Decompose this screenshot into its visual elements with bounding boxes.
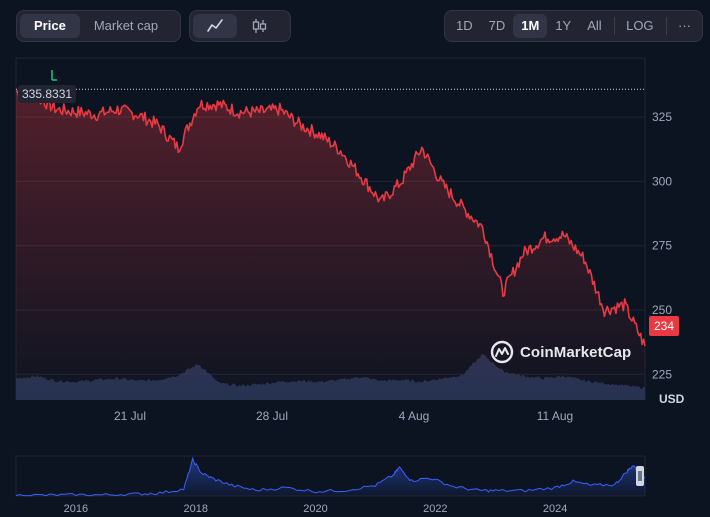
y-tick-label: 300 bbox=[652, 174, 672, 188]
tab-price[interactable]: Price bbox=[20, 14, 80, 38]
timeframe-1d[interactable]: 1D bbox=[456, 18, 473, 33]
y-tick-label: 275 bbox=[652, 239, 672, 253]
timeframe-switcher: 1D 7D 1M 1Y All LOG ··· bbox=[444, 10, 703, 42]
more-options-button[interactable]: ··· bbox=[677, 18, 691, 33]
y-tick-label: 325 bbox=[652, 110, 672, 124]
reference-price-label: 335.8331 bbox=[18, 85, 77, 103]
x-tick-label: 21 Jul bbox=[114, 409, 146, 423]
price-line bbox=[15, 88, 646, 347]
coinmarketcap-logo-icon bbox=[490, 340, 514, 364]
overview-tick-label: 2018 bbox=[183, 503, 207, 515]
metric-switcher: Price Market cap bbox=[16, 10, 181, 42]
watermark-text: CoinMarketCap bbox=[520, 343, 632, 361]
candlestick-icon bbox=[252, 19, 267, 33]
overview-tick-label: 2022 bbox=[423, 503, 447, 515]
overview-tick-label: 2024 bbox=[543, 503, 567, 515]
currency-label: USD bbox=[659, 392, 685, 406]
timeframe-7d[interactable]: 7D bbox=[488, 18, 506, 33]
overview-line bbox=[15, 456, 646, 497]
chart-type-switcher bbox=[189, 10, 291, 42]
log-scale-toggle[interactable]: LOG bbox=[626, 18, 654, 33]
line-chart-icon bbox=[207, 19, 223, 32]
timeframe-1m[interactable]: 1M bbox=[513, 14, 548, 38]
x-tick-label: 28 Jul bbox=[256, 409, 288, 423]
overview-tick-label: 2016 bbox=[64, 503, 88, 515]
price-area-fill bbox=[16, 89, 645, 400]
tab-market-cap[interactable]: Market cap bbox=[93, 18, 159, 33]
watermark: CoinMarketCap bbox=[490, 340, 631, 364]
x-tick-label: 4 Aug bbox=[399, 409, 430, 423]
line-chart-button[interactable] bbox=[193, 14, 237, 38]
overview-area bbox=[16, 458, 645, 496]
timeframe-1y[interactable]: 1Y bbox=[555, 18, 572, 33]
x-tick-label: 11 Aug bbox=[537, 409, 573, 423]
candlestick-button[interactable] bbox=[237, 14, 281, 38]
y-tick-label: 225 bbox=[652, 367, 672, 381]
y-tick-label: 250 bbox=[652, 303, 672, 317]
timeframe-all[interactable]: All bbox=[587, 18, 602, 33]
range-handle[interactable] bbox=[636, 466, 644, 486]
overview-tick-label: 2020 bbox=[303, 503, 327, 515]
current-price-tag: 234 bbox=[649, 316, 679, 336]
